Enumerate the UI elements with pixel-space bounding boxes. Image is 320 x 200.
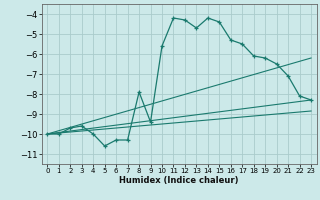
X-axis label: Humidex (Indice chaleur): Humidex (Indice chaleur) [119, 176, 239, 185]
